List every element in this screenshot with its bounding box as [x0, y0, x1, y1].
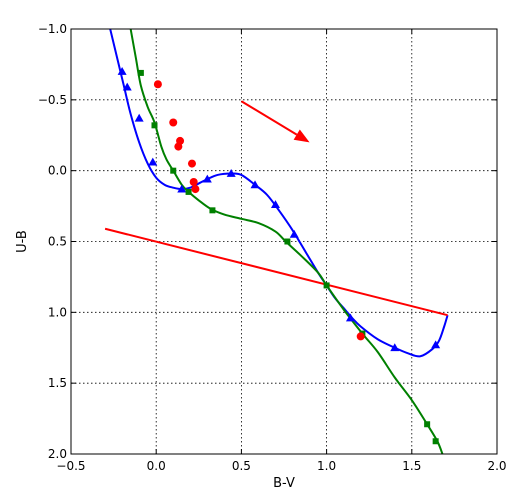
- y-tick-label: −0.5: [38, 93, 67, 107]
- series-0-point: [134, 113, 144, 122]
- series-0-point: [122, 82, 132, 91]
- x-tick-label: −0.5: [56, 459, 85, 473]
- series-0-point: [117, 67, 127, 75]
- series-2-point: [153, 80, 162, 89]
- series-1-line: [129, 29, 444, 454]
- x-tick-label: 2.0: [487, 459, 506, 473]
- data-layer: [109, 29, 449, 454]
- series-0-point: [270, 200, 280, 209]
- series-1-point: [170, 167, 177, 174]
- tick-layer: −0.5 0.0 0.5 1.0 1.5 2.0 −1.0 −0.5 0.0 0.5 1.0 1.5 2…: [38, 22, 507, 473]
- series-0-point: [202, 174, 212, 183]
- series-1-point: [137, 69, 144, 76]
- y-tick-label: 1.0: [48, 305, 67, 319]
- series-2-point: [191, 185, 200, 194]
- series-0-point: [148, 157, 158, 166]
- series-2-point: [187, 159, 196, 168]
- x-tick-label: 1.5: [402, 459, 421, 473]
- x-axis-label: B-V: [273, 476, 295, 491]
- series-0-point: [177, 184, 187, 193]
- series-2-point: [356, 332, 365, 341]
- series-0-point: [289, 229, 299, 238]
- series-1-point: [284, 238, 291, 245]
- series-2-point: [174, 142, 183, 151]
- annotation-layer: [104, 100, 448, 317]
- series-0-point: [390, 343, 400, 352]
- y-tick-label: 1.5: [48, 376, 67, 390]
- series-1-point: [323, 282, 330, 289]
- x-tick-label: 1.0: [317, 459, 336, 473]
- marker-layer: [117, 67, 441, 445]
- series-2-point: [189, 178, 198, 186]
- series-0-point: [250, 180, 260, 189]
- series-1-point: [209, 207, 216, 214]
- reddening-line: [104, 227, 448, 317]
- series-1-point: [424, 421, 431, 428]
- y-tick-label: −1.0: [38, 22, 67, 36]
- x-tick-label: 0.5: [232, 459, 251, 473]
- y-tick-label: 2.0: [48, 447, 67, 461]
- reddening-arrow-shaft: [240, 100, 298, 136]
- y-tick-label: 0.5: [48, 235, 67, 249]
- y-axis-label: U-B: [15, 230, 30, 253]
- x-tick-label: 0.0: [147, 459, 166, 473]
- series-2-point: [169, 118, 178, 127]
- reddening-arrow-head: [293, 129, 310, 143]
- y-tick-label: 0.0: [48, 164, 67, 178]
- series-0-point: [431, 340, 441, 349]
- series-1-point: [151, 122, 158, 129]
- series-0-point: [226, 169, 236, 177]
- series-0-point: [345, 313, 355, 322]
- series-1-point: [432, 438, 439, 445]
- series-1-point: [185, 188, 192, 195]
- series-0-line: [109, 29, 449, 358]
